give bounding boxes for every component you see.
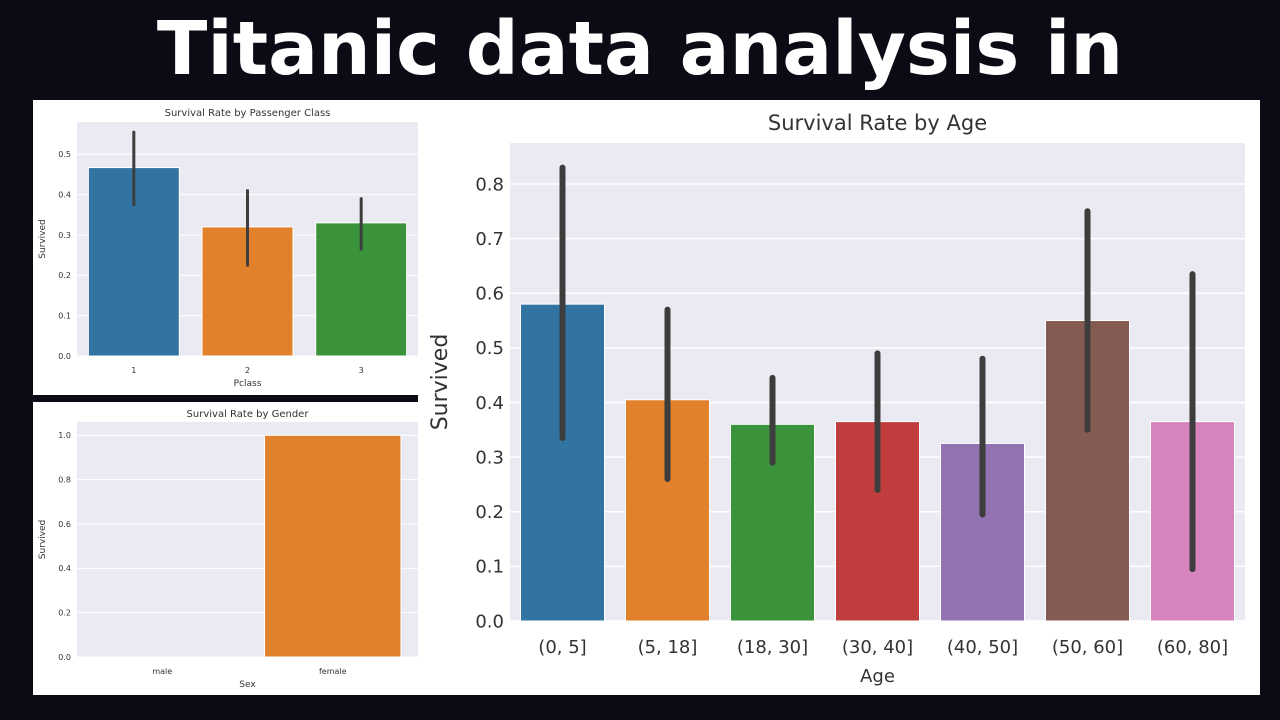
x-tick-label: female bbox=[319, 667, 347, 676]
chart-title: Survival Rate by Passenger Class bbox=[165, 108, 331, 119]
chart-panel-age: 0.0 0.1 0.2 0.3 0.4 0.5 0.6 0.7 0.8 (0, 5] (5, 18]… bbox=[418, 100, 1260, 695]
y-tick-label: 0.8 bbox=[58, 475, 71, 484]
y-axis-label: Survived bbox=[428, 334, 453, 431]
x-axis-label: Sex bbox=[239, 680, 256, 690]
y-tick-label: 0.3 bbox=[475, 447, 504, 468]
y-tick-label: 0.4 bbox=[475, 393, 504, 414]
x-tick-label: (30, 40] bbox=[842, 637, 913, 658]
chart-panel-pclass: 0.0 0.1 0.2 0.3 0.4 0.5 1 2 3 Survival Rate by Pa… bbox=[33, 100, 418, 395]
y-tick-label: 0.1 bbox=[58, 311, 71, 320]
y-tick-label: 0.3 bbox=[58, 231, 71, 240]
x-tick-label: 2 bbox=[245, 366, 250, 375]
y-tick-label: 0.5 bbox=[58, 150, 71, 159]
y-tick-label: 0.2 bbox=[58, 608, 71, 617]
chart-title: Survival Rate by Age bbox=[768, 111, 987, 135]
x-tick-label: 1 bbox=[131, 366, 136, 375]
y-tick-label: 0.5 bbox=[475, 338, 504, 359]
y-axis-label: Survived bbox=[38, 219, 48, 259]
y-tick-label: 0.1 bbox=[475, 557, 504, 578]
chart-survival-by-age: 0.0 0.1 0.2 0.3 0.4 0.5 0.6 0.7 0.8 (0, 5] (5, 18]… bbox=[428, 111, 1245, 687]
y-tick-label: 0.2 bbox=[475, 502, 504, 523]
x-tick-label: male bbox=[152, 667, 172, 676]
chart-title: Survival Rate by Gender bbox=[187, 409, 310, 420]
y-tick-label: 0.2 bbox=[58, 271, 71, 280]
y-tick-label: 0.7 bbox=[475, 229, 504, 250]
y-tick-label: 0.0 bbox=[475, 611, 504, 632]
x-tick-label: (50, 60] bbox=[1052, 637, 1123, 658]
y-tick-label: 1.0 bbox=[58, 431, 71, 440]
chart-survival-by-class: 0.0 0.1 0.2 0.3 0.4 0.5 1 2 3 Survival Rate by Pa… bbox=[38, 108, 418, 389]
bar-(18, 30] bbox=[730, 423, 815, 622]
x-axis-label: Age bbox=[860, 666, 895, 687]
x-axis-label: Pclass bbox=[234, 379, 262, 389]
y-axis-label: Survived bbox=[38, 520, 48, 560]
y-tick-label: 0.8 bbox=[475, 174, 504, 195]
x-tick-label: (5, 18] bbox=[638, 637, 698, 658]
y-tick-label: 0.4 bbox=[58, 190, 71, 199]
x-tick-label: (0, 5] bbox=[538, 637, 586, 658]
y-tick-label: 0.4 bbox=[58, 564, 71, 573]
bar-female bbox=[264, 434, 402, 658]
y-tick-label: 0.6 bbox=[475, 284, 504, 305]
x-tick-label: (40, 50] bbox=[947, 637, 1018, 658]
y-tick-label: 0.0 bbox=[58, 653, 71, 662]
x-tick-label: 3 bbox=[359, 366, 364, 375]
x-tick-label: (60, 80] bbox=[1157, 637, 1228, 658]
y-tick-label: 0.6 bbox=[58, 520, 71, 529]
chart-panel-gender: 0.0 0.2 0.4 0.6 0.8 1.0 male female Survival Rat… bbox=[33, 402, 418, 695]
headline-title: Titanic data analysis in python bbox=[156, 6, 1124, 190]
chart-survival-by-gender: 0.0 0.2 0.4 0.6 0.8 1.0 male female Survival Rat… bbox=[38, 409, 418, 690]
x-tick-label: (18, 30] bbox=[737, 637, 808, 658]
y-tick-label: 0.0 bbox=[58, 352, 71, 361]
